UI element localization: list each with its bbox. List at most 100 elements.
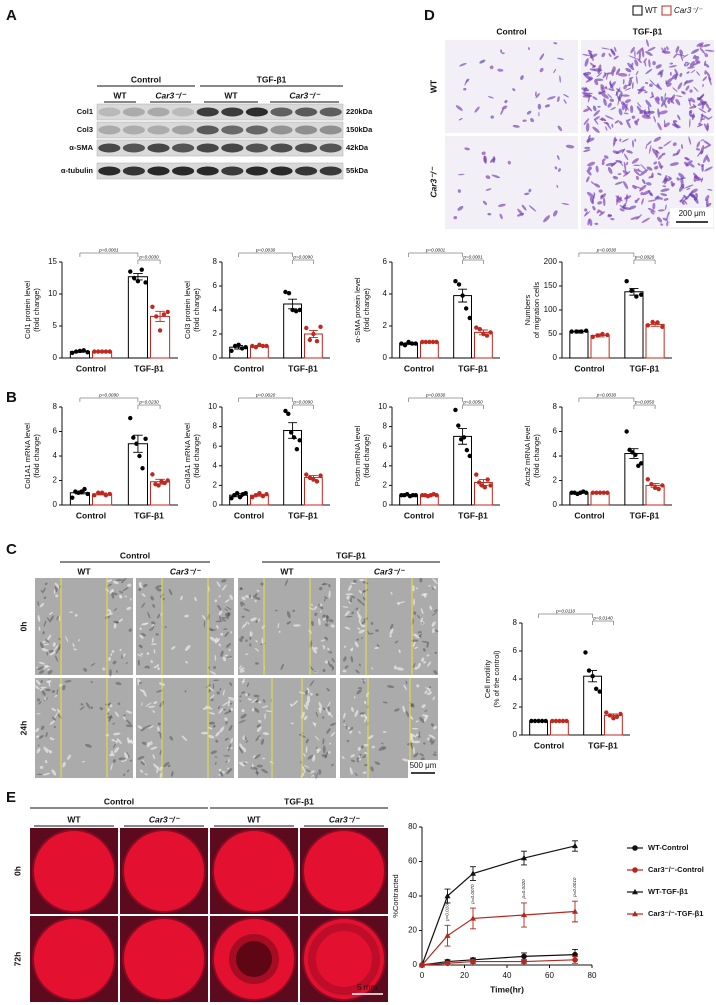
cell — [623, 84, 628, 90]
y-tick-label: 2 — [53, 476, 58, 485]
cell — [292, 609, 296, 613]
cell — [657, 172, 662, 176]
cell — [602, 197, 606, 207]
y-tick-label: 2 — [513, 702, 518, 711]
y-tick-label: 200 — [544, 257, 558, 266]
cell — [124, 595, 127, 598]
cell — [635, 175, 639, 180]
cell — [322, 615, 327, 621]
cell — [617, 173, 622, 175]
cell — [257, 720, 262, 723]
cell — [122, 586, 129, 592]
cell — [624, 99, 632, 104]
cell — [319, 603, 323, 607]
cell — [700, 139, 704, 142]
cell — [600, 87, 606, 94]
cell — [593, 109, 600, 117]
cell — [535, 93, 540, 99]
cell — [394, 640, 399, 644]
cell — [370, 621, 374, 625]
y-axis-label: (fold change) — [192, 434, 201, 478]
data-point — [128, 269, 133, 274]
cell — [361, 679, 366, 682]
cell — [102, 667, 106, 671]
cell — [136, 653, 143, 657]
cell — [147, 611, 151, 619]
cell — [698, 122, 702, 126]
data-point — [453, 407, 458, 413]
cell — [592, 205, 596, 211]
cell — [363, 700, 367, 704]
cell — [216, 624, 219, 629]
cell — [421, 657, 425, 662]
cell — [432, 578, 438, 585]
data-point — [232, 343, 238, 349]
p-value: p=0.0030 — [138, 255, 159, 260]
cell — [141, 741, 148, 746]
cell — [691, 112, 695, 121]
cell — [224, 599, 230, 603]
cell — [504, 99, 508, 104]
cell — [706, 156, 710, 163]
data-point — [99, 490, 105, 495]
cell — [353, 696, 356, 699]
cell — [592, 96, 598, 100]
cell — [693, 196, 698, 201]
cell — [57, 713, 62, 719]
cell — [584, 58, 589, 67]
gel-contracted — [236, 941, 272, 977]
cell — [583, 149, 591, 153]
cell — [62, 761, 66, 768]
data-point — [409, 341, 415, 346]
cell — [303, 753, 306, 757]
cell — [666, 46, 669, 51]
cell — [634, 138, 637, 142]
cell — [219, 771, 224, 777]
cell — [432, 753, 437, 756]
data-point — [638, 461, 644, 466]
cell — [43, 643, 49, 646]
cell — [618, 160, 624, 167]
cell — [607, 102, 612, 108]
cell — [604, 115, 614, 120]
cell — [326, 615, 329, 623]
cell — [119, 648, 122, 652]
cell — [328, 742, 332, 745]
cell — [247, 622, 250, 625]
cell — [700, 113, 704, 123]
cell — [358, 755, 361, 758]
cell — [664, 92, 667, 98]
cell — [314, 773, 317, 777]
cell — [619, 138, 622, 142]
data-point — [264, 343, 269, 349]
cell — [148, 705, 156, 708]
cell — [418, 731, 421, 739]
cell — [202, 614, 206, 620]
cell — [672, 121, 679, 129]
data-point — [294, 446, 300, 452]
cell — [226, 606, 232, 611]
cell — [239, 695, 242, 698]
y-tick-label: 150 — [544, 281, 558, 290]
cell — [362, 771, 367, 774]
cell — [222, 689, 225, 696]
cell — [222, 701, 229, 706]
cell — [684, 184, 694, 189]
cell — [698, 108, 707, 114]
cell — [396, 667, 404, 671]
data-point — [444, 892, 451, 899]
data-point — [474, 472, 479, 477]
cell — [640, 163, 648, 171]
cell — [587, 134, 591, 144]
data-point — [290, 307, 295, 313]
cell — [210, 698, 214, 702]
cell — [528, 188, 532, 193]
cell — [245, 693, 248, 697]
cell — [359, 578, 365, 582]
cell — [330, 624, 335, 628]
band-size: 150kDa — [346, 125, 373, 134]
y-axis-label: Col3 protein level — [183, 281, 192, 339]
cell — [600, 47, 610, 50]
cell — [362, 755, 367, 759]
data-point — [590, 674, 595, 679]
